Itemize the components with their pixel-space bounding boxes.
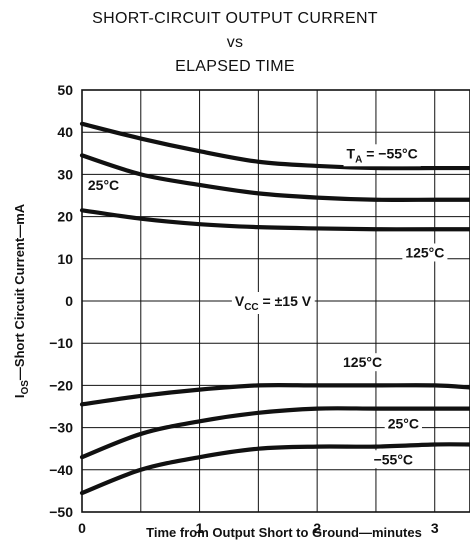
curve-annotation: 25°C [88,177,119,193]
annotation-background [231,292,315,314]
series-line [79,442,470,496]
y-tick-label: −30 [49,420,73,436]
series-line [79,382,470,407]
annotation-text: 125°C [405,244,444,260]
y-tick-label: 50 [57,82,73,98]
annotation-background [343,144,421,167]
x-tick-label: 0 [78,520,86,536]
series-line [79,208,470,232]
y-tick-label: 0 [65,293,73,309]
annotation-text: 25°C [388,415,419,431]
annotation-background [402,243,448,262]
y-tick-label: −10 [49,335,73,351]
y-axis-title-rest: —Short Circuit Current—mA [12,203,27,380]
y-axis-title-subscript: OS [20,380,31,395]
curve-annotation: 25°C [388,415,419,431]
curve-annotation: VCC = ±15 V [235,293,312,313]
annotation-background [84,175,123,194]
y-tick-label: 20 [57,209,73,225]
x-axis-title: Time from Output Short to Ground—minutes [146,525,422,540]
y-tick-label: −40 [49,462,73,478]
chart-title-line-2: vs [226,34,244,51]
series-line [79,406,470,460]
annotation-text: V [235,293,245,309]
series-line [79,153,470,202]
y-tick-label: 10 [57,251,73,267]
x-tick-label: 1 [196,520,204,536]
y-tick-label: 30 [57,166,73,182]
curve-annotation: TA = −55°C [347,145,418,165]
annotation-background [340,353,386,372]
y-tick-label: −20 [49,377,73,393]
curve-annotation: 125°C [405,244,444,260]
y-tick-label: 40 [57,124,73,140]
annotation-subscript: A [355,154,362,165]
y-axis-title: IOS—Short Circuit Current—mA [12,203,31,398]
y-axis-title-main: I [12,395,27,399]
annotation-rest: = ±15 V [259,293,312,309]
annotation-text: 125°C [343,354,382,370]
y-tick-label: −50 [49,504,73,520]
annotation-background [370,450,417,469]
x-tick-label: 2 [313,520,321,536]
annotation-text: −55°C [374,451,413,467]
chart-title-line-3: ELAPSED TIME [175,58,295,75]
curve-annotation: −55°C [374,451,413,467]
annotation-text: T [347,145,356,161]
annotation-text: 25°C [88,177,119,193]
annotation-subscript: CC [244,302,258,313]
curve-annotation: 125°C [343,354,382,370]
series-line [79,121,470,171]
annotation-rest: = −55°C [362,145,417,161]
annotation-background [384,414,422,433]
x-tick-label: 3 [431,520,439,536]
chart-title-line-1: SHORT-CIRCUIT OUTPUT CURRENT [92,10,378,27]
plot-frame [81,89,470,513]
